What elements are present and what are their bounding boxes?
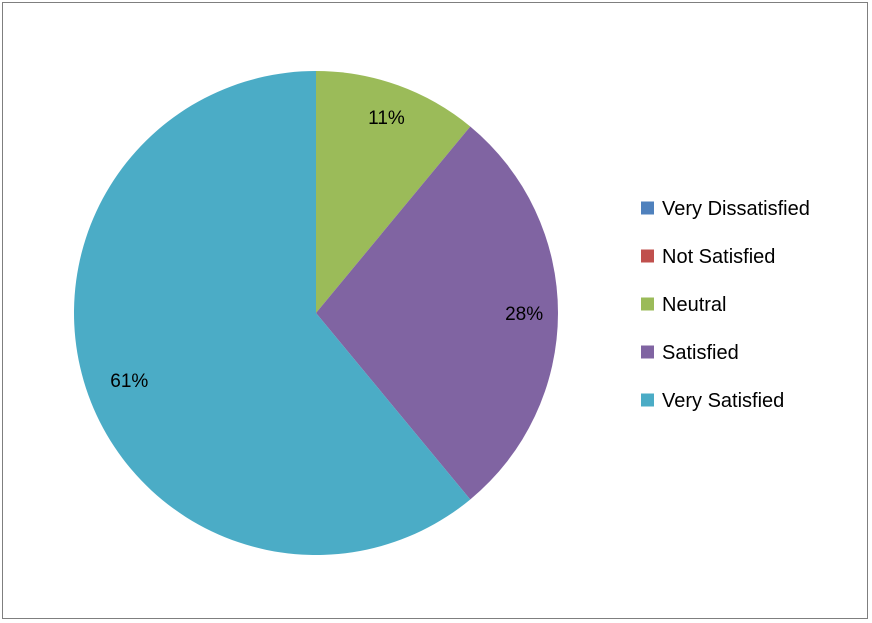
- legend-swatch-very-dissatisfied: [641, 201, 654, 215]
- data-labels: 11% 28% 61%: [110, 108, 543, 392]
- data-label-very-satisfied: 61%: [110, 371, 148, 392]
- legend-item-not-satisfied: Not Satisfied: [641, 246, 775, 268]
- pie-slices: [73, 70, 558, 556]
- legend-item-satisfied: Satisfied: [641, 342, 739, 364]
- legend-label-neutral: Neutral: [662, 294, 726, 316]
- data-label-neutral: 11%: [368, 108, 405, 129]
- legend-label-satisfied: Satisfied: [662, 342, 739, 364]
- legend-item-neutral: Neutral: [641, 294, 726, 316]
- legend-label-very-satisfied: Very Satisfied: [662, 390, 784, 412]
- legend-label-very-dissatisfied: Very Dissatisfied: [662, 198, 810, 220]
- legend-swatch-neutral: [641, 297, 654, 311]
- legend-swatch-satisfied: [641, 345, 654, 359]
- pie-slice-satisfied: [316, 126, 558, 500]
- legend-swatch-not-satisfied: [641, 249, 654, 263]
- legend-label-not-satisfied: Not Satisfied: [662, 246, 775, 268]
- pie-slice-very-satisfied: [73, 70, 471, 556]
- data-label-satisfied: 28%: [505, 304, 543, 325]
- legend: Very Dissatisfied Not Satisfied Neutral Sat…: [641, 198, 810, 412]
- legend-swatch-very-satisfied: [641, 393, 654, 407]
- pie-slice-neutral: [316, 71, 471, 313]
- legend-item-very-dissatisfied: Very Dissatisfied: [641, 198, 810, 220]
- legend-item-very-satisfied: Very Satisfied: [641, 390, 784, 412]
